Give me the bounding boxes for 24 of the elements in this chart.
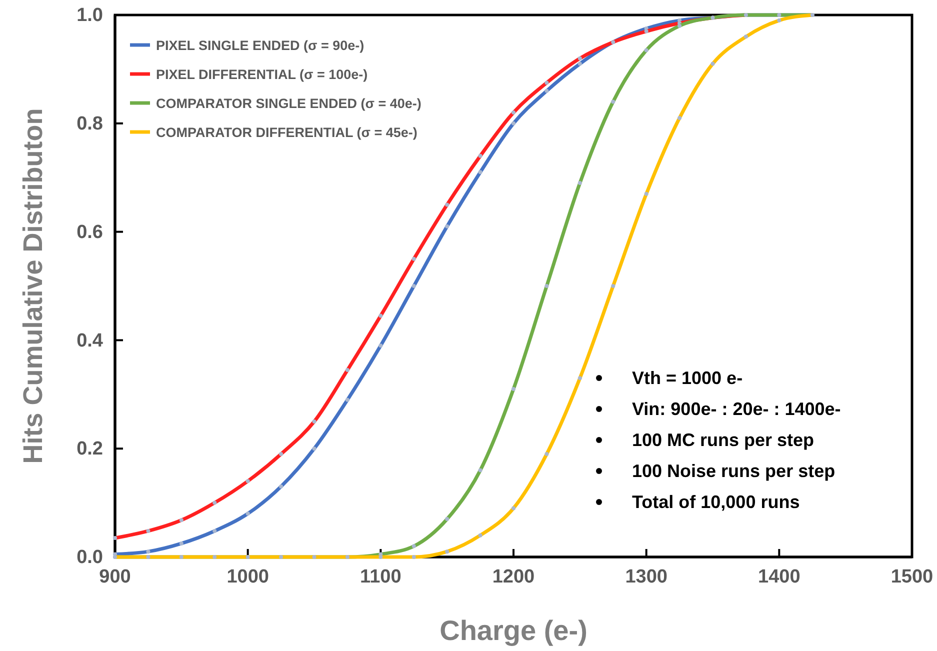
y-tick-label: 0.6	[76, 222, 103, 243]
legend-label: PIXEL DIFFERENTIAL (σ = 100e-)	[156, 67, 368, 82]
legend-label: COMPARATOR SINGLE ENDED (σ = 40e-)	[156, 96, 422, 111]
x-tick-label: 1400	[758, 566, 800, 588]
y-tick-label: 0.4	[76, 330, 104, 352]
x-axis-title: Charge (e-)	[440, 615, 588, 646]
legend-label: COMPARATOR DIFFERENTIAL (σ = 45e-)	[156, 125, 418, 140]
annotation: Total of 10,000 runs	[632, 492, 800, 512]
annotation: Vth = 1000 e-	[632, 368, 743, 388]
y-tick-label: 1.0	[76, 5, 103, 26]
x-tick-label: 900	[99, 566, 131, 588]
y-tick-label: 0.2	[76, 438, 103, 460]
annotation: Vin: 900e- : 20e- : 1400e-	[632, 399, 841, 419]
legend-label: PIXEL SINGLE ENDED (σ = 90e-)	[156, 38, 364, 53]
x-tick-label: 1000	[226, 566, 269, 588]
annotation: 100 Noise runs per step	[632, 461, 836, 481]
x-tick-label: 1300	[625, 566, 668, 588]
annotation: 100 MC runs per step	[632, 430, 814, 450]
y-tick-label: 0.0	[76, 547, 103, 568]
x-tick-label: 1500	[890, 566, 934, 588]
x-tick-label: 1100	[360, 566, 402, 588]
y-tick-label: 0.8	[76, 113, 103, 134]
y-axis-title: Hits Cumulative Distributon	[18, 108, 48, 464]
x-tick-label: 1200	[492, 566, 535, 588]
